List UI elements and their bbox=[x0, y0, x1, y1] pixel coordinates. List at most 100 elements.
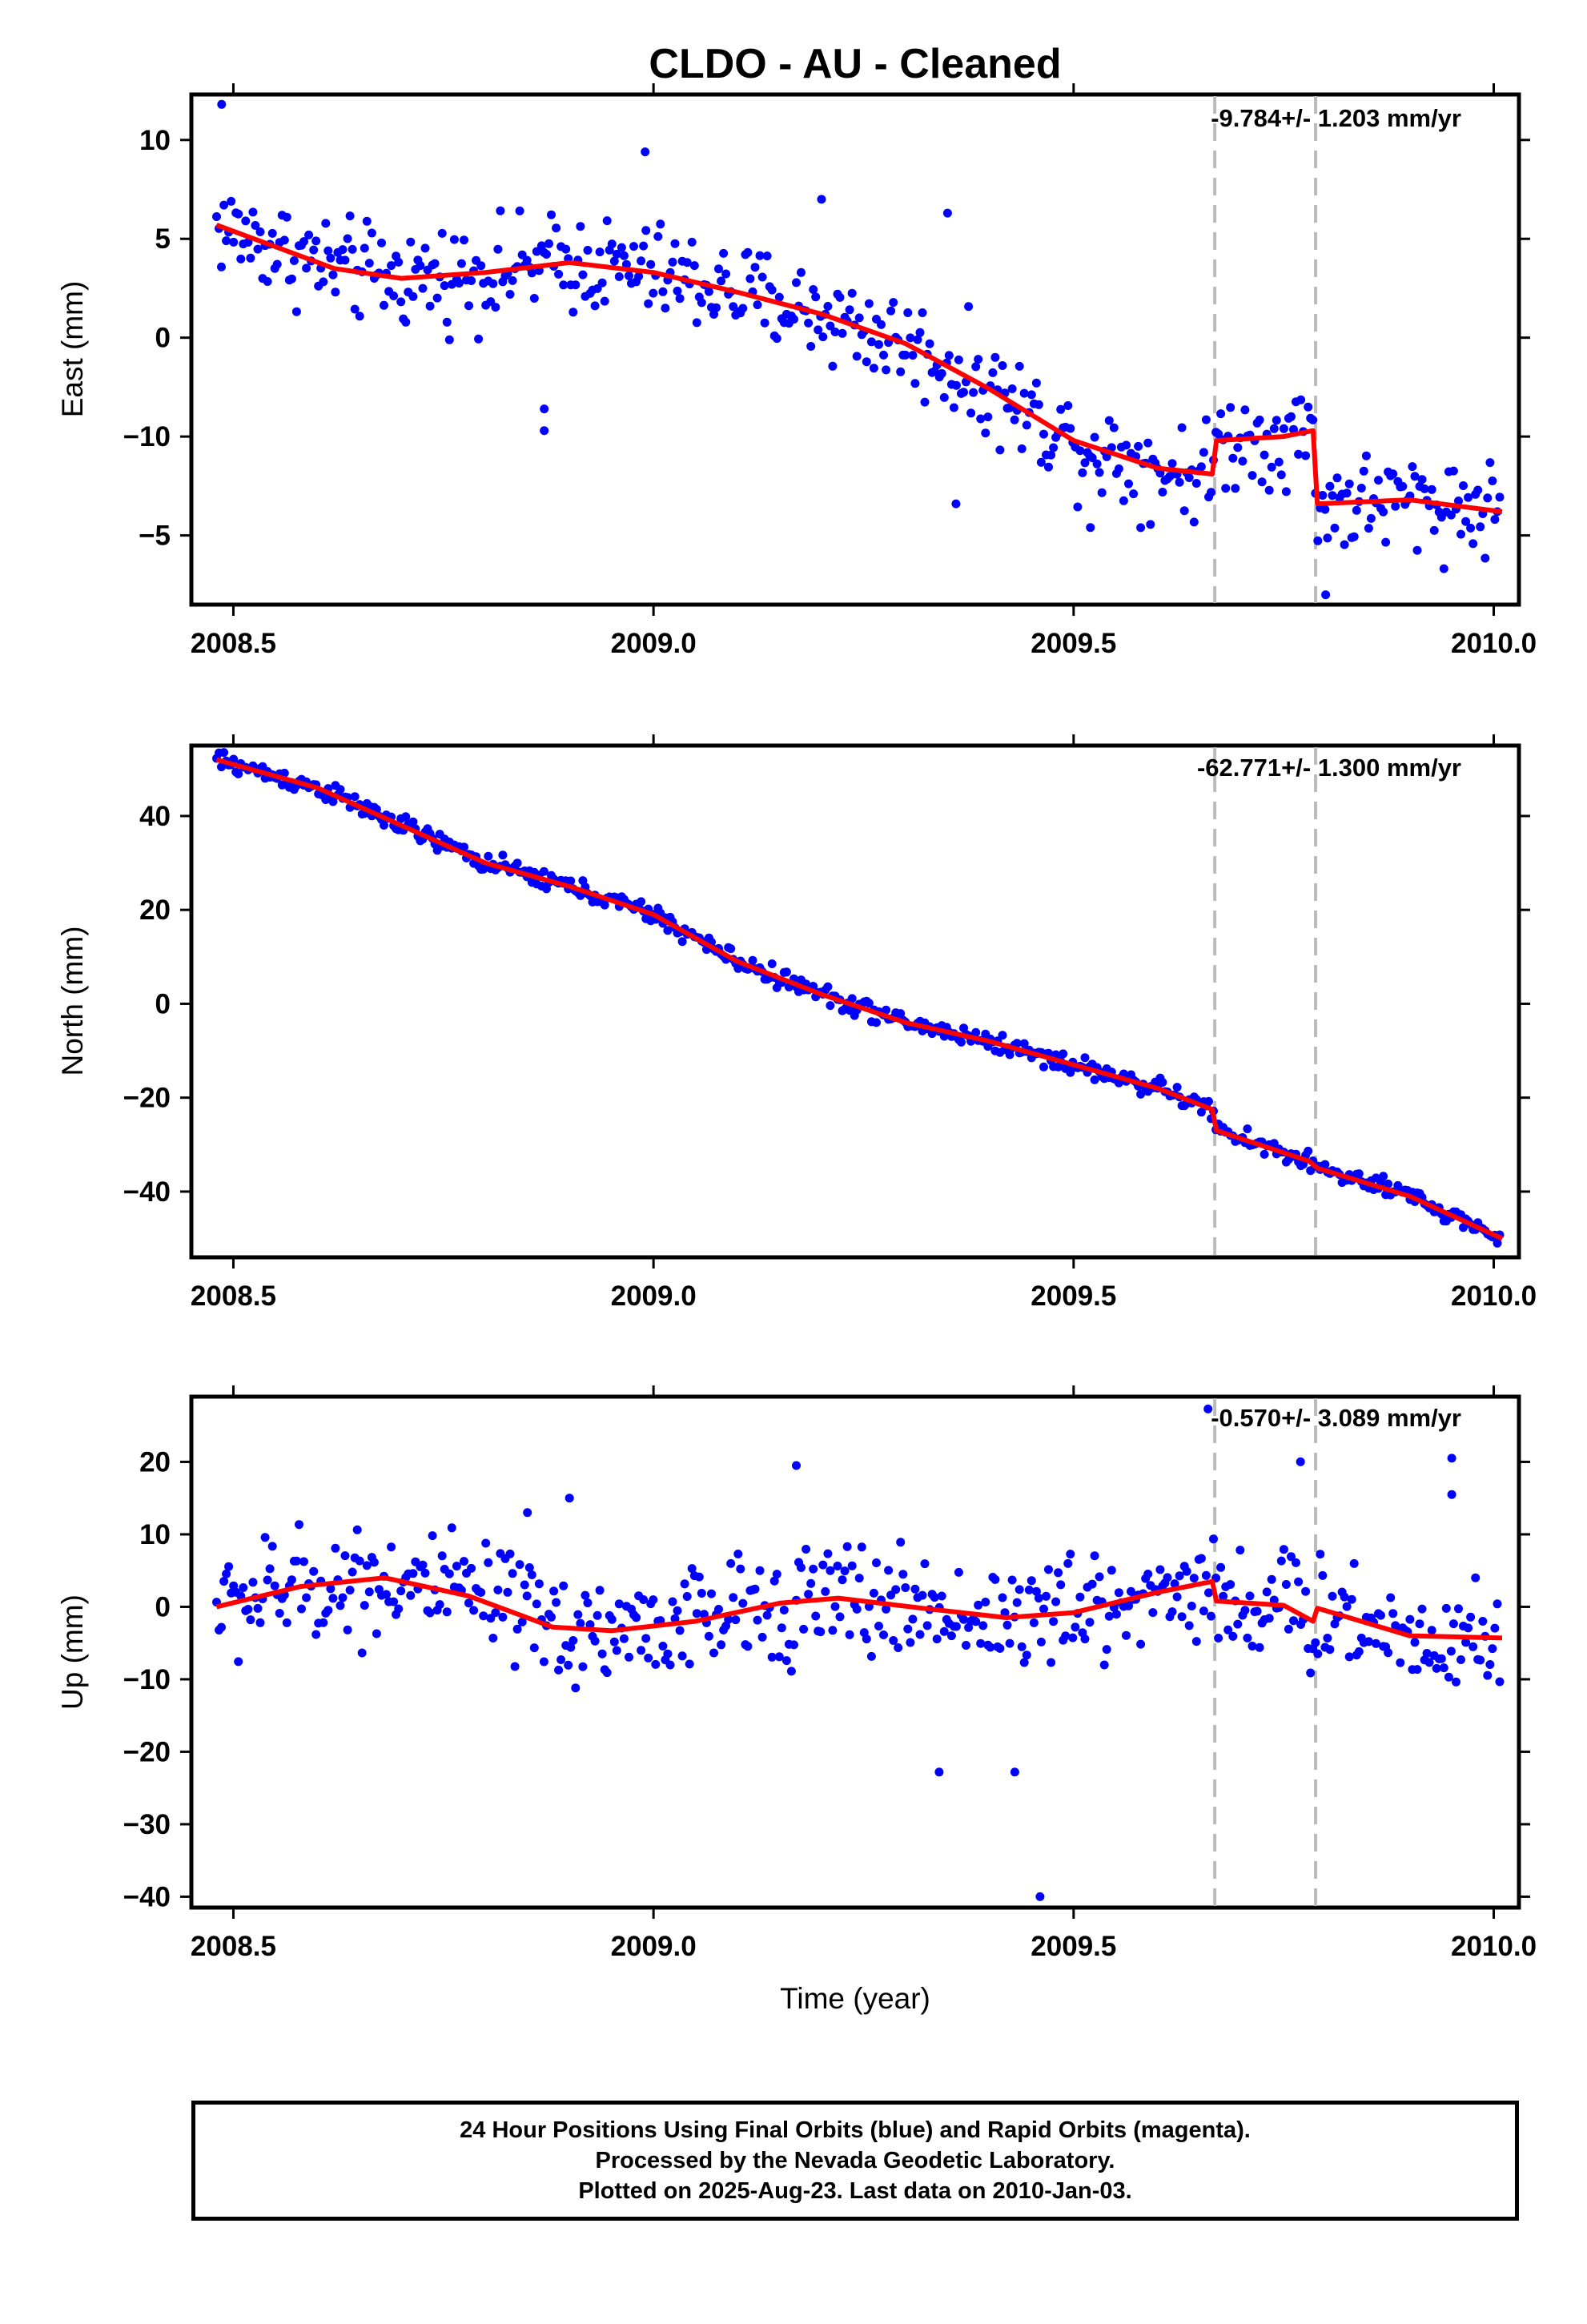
up-data-point bbox=[1019, 1658, 1029, 1667]
east-data-point bbox=[625, 271, 633, 280]
east-data-point bbox=[593, 283, 602, 293]
up-data-point bbox=[1066, 1550, 1075, 1559]
up-data-point bbox=[962, 1641, 970, 1650]
east-data-point bbox=[1488, 476, 1497, 485]
north-data-point bbox=[1196, 1108, 1206, 1117]
up-data-point bbox=[1010, 1767, 1019, 1777]
east-data-point bbox=[983, 412, 993, 422]
east-data-point bbox=[1429, 525, 1439, 535]
up-data-point bbox=[420, 1568, 430, 1578]
up-data-point bbox=[704, 1631, 713, 1641]
east-data-point bbox=[969, 388, 978, 397]
up-data-point bbox=[697, 1589, 706, 1598]
east-data-point bbox=[488, 279, 498, 288]
up-data-point bbox=[976, 1638, 986, 1648]
up-data-point bbox=[224, 1562, 234, 1571]
up-data-point bbox=[1364, 1637, 1373, 1647]
up-data-point bbox=[1216, 1562, 1226, 1572]
east-data-point bbox=[338, 245, 348, 255]
north-x-tick-label: 2009.5 bbox=[1031, 1281, 1116, 1312]
up-data-point bbox=[1294, 1577, 1304, 1586]
east-data-point bbox=[641, 147, 650, 157]
up-y-tick-label: −20 bbox=[123, 1736, 171, 1767]
up-data-point bbox=[1388, 1609, 1398, 1618]
up-data-point bbox=[505, 1549, 515, 1558]
up-data-point bbox=[682, 1592, 692, 1601]
east-data-point bbox=[222, 236, 231, 246]
east-x-tick-label: 2008.5 bbox=[191, 628, 276, 659]
up-data-point bbox=[906, 1638, 915, 1647]
up-data-point bbox=[309, 1566, 319, 1576]
up-data-point bbox=[265, 1564, 275, 1574]
up-data-point bbox=[491, 1608, 500, 1618]
up-data-point bbox=[857, 1542, 866, 1552]
up-data-point bbox=[255, 1618, 265, 1627]
up-data-point bbox=[270, 1581, 279, 1590]
east-data-point bbox=[906, 333, 915, 343]
east-data-point bbox=[251, 221, 260, 230]
up-data-point bbox=[428, 1531, 437, 1541]
east-data-point bbox=[1410, 472, 1420, 481]
east-data-point bbox=[437, 228, 447, 238]
up-data-point bbox=[396, 1586, 406, 1596]
east-data-point bbox=[527, 268, 536, 278]
east-data-point bbox=[653, 231, 663, 241]
up-data-point bbox=[1292, 1558, 1300, 1567]
up-data-point bbox=[576, 1618, 585, 1628]
east-data-point bbox=[1134, 441, 1143, 451]
up-data-point bbox=[469, 1606, 479, 1615]
up-data-point bbox=[479, 1611, 488, 1621]
up-data-point bbox=[971, 1617, 981, 1626]
up-data-point bbox=[282, 1618, 291, 1627]
up-y-tick-label: 10 bbox=[139, 1519, 171, 1550]
up-y-tick-label: −10 bbox=[123, 1664, 171, 1695]
east-data-point bbox=[1485, 458, 1495, 468]
up-data-point bbox=[556, 1655, 566, 1664]
up-data-point bbox=[1255, 1642, 1264, 1652]
east-data-point bbox=[1381, 537, 1391, 547]
up-data-point bbox=[786, 1667, 796, 1676]
up-data-point bbox=[1223, 1625, 1233, 1634]
east-data-point bbox=[1143, 438, 1153, 448]
east-data-point bbox=[1301, 451, 1311, 460]
east-data-point bbox=[1146, 520, 1155, 529]
up-data-point bbox=[1427, 1626, 1436, 1635]
up-data-point bbox=[372, 1629, 381, 1638]
up-data-point bbox=[990, 1574, 1000, 1584]
east-data-point bbox=[493, 244, 503, 254]
up-data-point bbox=[1012, 1598, 1022, 1607]
up-x-tick-label: 2008.5 bbox=[191, 1931, 276, 1962]
up-data-point bbox=[508, 1569, 517, 1578]
north-data-point bbox=[663, 926, 673, 935]
up-data-point bbox=[355, 1556, 364, 1566]
north-data-point bbox=[998, 1031, 1007, 1040]
up-data-point bbox=[1235, 1546, 1245, 1555]
north-data-point bbox=[637, 897, 646, 907]
north-data-point bbox=[882, 1005, 891, 1015]
east-data-point bbox=[1461, 517, 1471, 526]
up-data-point bbox=[1316, 1550, 1325, 1559]
up-data-point bbox=[1228, 1631, 1238, 1641]
east-data-point bbox=[602, 216, 612, 226]
east-data-point bbox=[670, 239, 680, 248]
east-data-point bbox=[1184, 473, 1194, 482]
east-data-point bbox=[595, 247, 605, 257]
up-data-point bbox=[493, 1585, 503, 1594]
east-data-point bbox=[229, 237, 239, 247]
up-data-point bbox=[767, 1652, 777, 1662]
east-data-point bbox=[882, 365, 891, 375]
east-data-point bbox=[1359, 466, 1368, 476]
east-data-point bbox=[1010, 415, 1019, 424]
up-data-point bbox=[1233, 1619, 1243, 1629]
east-data-point bbox=[910, 379, 920, 388]
north-y-tick-label: 0 bbox=[155, 988, 171, 1019]
east-data-point bbox=[918, 308, 927, 317]
east-data-point bbox=[1034, 400, 1043, 409]
up-data-point bbox=[1493, 1599, 1502, 1609]
north-data-point bbox=[1080, 1053, 1090, 1063]
north-data-point bbox=[826, 1001, 835, 1011]
up-data-point bbox=[694, 1572, 704, 1582]
up-data-point bbox=[1417, 1604, 1427, 1614]
east-data-point bbox=[854, 313, 864, 323]
east-data-point bbox=[1066, 424, 1075, 433]
